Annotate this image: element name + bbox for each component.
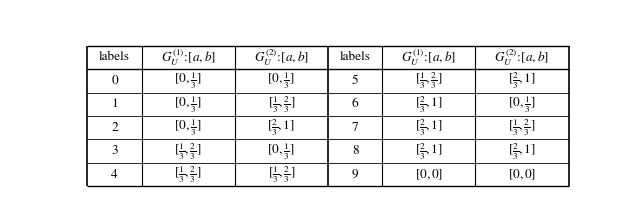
Text: $[\frac{1}{3},\frac{2}{3}]$: $[\frac{1}{3},\frac{2}{3}]$ [415,71,442,91]
Text: $[\frac{1}{3},\frac{2}{3}]$: $[\frac{1}{3},\frac{2}{3}]$ [268,164,295,185]
Text: 4: 4 [111,169,118,181]
Text: 6: 6 [352,98,358,110]
Text: $[0,\frac{1}{3}]$: $[0,\frac{1}{3}]$ [174,94,202,115]
Text: $G_U^{(2)}\!:\![a,b]$: $G_U^{(2)}\!:\![a,b]$ [495,47,549,68]
Text: 9: 9 [352,169,358,181]
Text: $[\frac{2}{3},1]$: $[\frac{2}{3},1]$ [268,117,295,138]
Text: 8: 8 [352,145,358,157]
Text: $[\frac{2}{3},1]$: $[\frac{2}{3},1]$ [508,71,536,91]
Text: $G_U^{(1)}\!:\![a,b]$: $G_U^{(1)}\!:\![a,b]$ [161,47,216,68]
Text: $[\frac{2}{3},1]$: $[\frac{2}{3},1]$ [415,94,443,115]
Text: $[0,\frac{1}{3}]$: $[0,\frac{1}{3}]$ [508,94,536,115]
Text: $[0,\frac{1}{3}]$: $[0,\frac{1}{3}]$ [174,117,202,138]
Text: 3: 3 [111,145,118,157]
Text: 7: 7 [352,122,358,134]
Text: 5: 5 [352,75,358,87]
Text: $[0,0]$: $[0,0]$ [415,167,443,182]
Text: $G_U^{(1)}\!:\![a,b]$: $G_U^{(1)}\!:\![a,b]$ [401,47,456,68]
Text: $[\frac{2}{3},1]$: $[\frac{2}{3},1]$ [508,141,536,161]
Text: $[\frac{1}{3},\frac{2}{3}]$: $[\frac{1}{3},\frac{2}{3}]$ [268,94,295,115]
Text: labels: labels [99,52,130,63]
Text: $[0,0]$: $[0,0]$ [508,167,536,182]
Text: $[0,\frac{1}{3}]$: $[0,\frac{1}{3}]$ [268,141,295,161]
Text: 1: 1 [111,98,118,110]
Text: labels: labels [340,52,371,63]
Text: 0: 0 [111,75,118,87]
Text: $[\frac{1}{3},\frac{2}{3}]$: $[\frac{1}{3},\frac{2}{3}]$ [175,141,202,161]
Text: $[0,\frac{1}{3}]$: $[0,\frac{1}{3}]$ [174,71,202,91]
Text: 2: 2 [111,122,118,134]
Text: $[0,\frac{1}{3}]$: $[0,\frac{1}{3}]$ [268,71,295,91]
Text: $[\frac{2}{3},1]$: $[\frac{2}{3},1]$ [415,141,443,161]
Text: $[\frac{1}{3},\frac{2}{3}]$: $[\frac{1}{3},\frac{2}{3}]$ [508,117,536,138]
Text: $[\frac{1}{3},\frac{2}{3}]$: $[\frac{1}{3},\frac{2}{3}]$ [175,164,202,185]
Text: $[\frac{2}{3},1]$: $[\frac{2}{3},1]$ [415,117,443,138]
Text: $G_U^{(2)}\!:\![a,b]$: $G_U^{(2)}\!:\![a,b]$ [254,47,309,68]
